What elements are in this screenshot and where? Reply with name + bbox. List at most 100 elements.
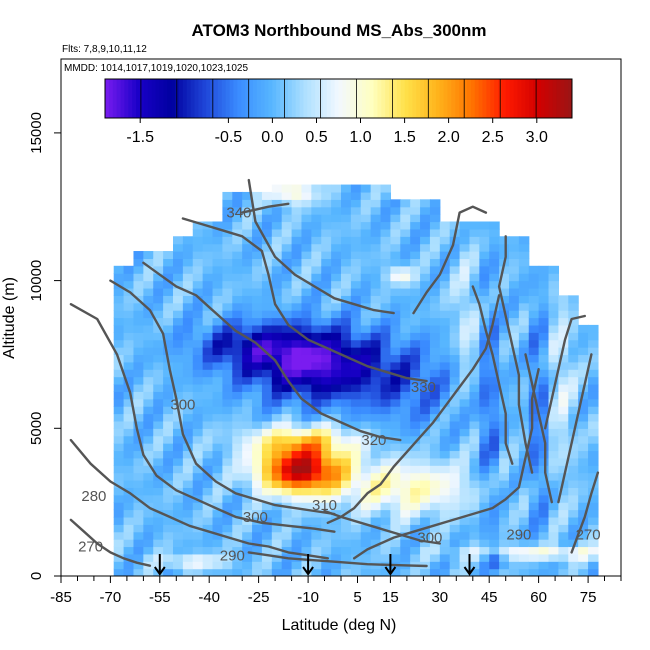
colorbar-segment [322,79,328,118]
contour-lines [69,178,600,568]
colorbar-segment [568,79,573,118]
colorbar-tick-label: 2.0 [437,129,459,146]
colorbar-segment [544,79,550,118]
colorbar-segment [268,79,273,118]
colorbar-segment [295,79,301,118]
colorbar-segment [159,79,164,118]
colorbar-segment [435,79,441,118]
colorbar-segment [190,79,196,118]
colorbar-segment [400,79,406,118]
contour-label: 310 [312,497,337,514]
colorbar-segment [334,79,339,118]
contour-label: 270 [78,539,103,556]
colorbar-segment [291,79,297,118]
colorbar-segment [381,79,386,118]
contour-line [544,314,586,430]
colorbar-segment [548,79,554,118]
contour-label: 270 [576,527,601,544]
x-axis-tick-label: 75 [580,589,597,606]
contour-line [69,438,329,560]
colorbar-tick-label: 0.5 [305,129,327,146]
y-axis-label: Altitude (m) [1,277,18,359]
colorbar-segment [116,79,122,118]
colorbar-segment [412,79,417,118]
colorbar-segment [124,79,129,118]
colorbar-segment [143,79,149,118]
colorbar-segment [319,79,324,118]
colorbar-tick-label: -0.5 [215,129,243,146]
colorbar-segment [225,79,231,118]
colorbar-segment [112,79,118,118]
contour-label: 280 [81,488,106,505]
colorbar-segment [342,79,347,118]
colorbar-segment [206,79,211,118]
colorbar-segment [178,79,184,118]
x-axis-tick-label: 60 [530,589,547,606]
x-axis-tick-label: -55 [149,589,171,606]
colorbar-segment [264,79,269,118]
contour-line [557,353,593,504]
colorbar-segment [564,79,569,118]
contour-label: 300 [170,397,195,414]
colorbar-segment [233,79,238,118]
colorbar-segment [424,79,429,118]
colorbar-segment [365,79,371,118]
colorbar-segment [509,79,515,118]
colorbar-segment [560,79,565,118]
contour-line [142,261,402,442]
x-axis: -85 -70 -55 -40 -25 -10 5 15 30 45 60 75 [50,576,622,606]
colorbar-segment [136,79,141,118]
profile-arrow-head [153,566,166,576]
colorbar-segment [443,79,448,118]
colorbar-segment [221,79,227,118]
colorbar-segment [490,79,495,118]
colorbar-segment [478,79,483,118]
contour-label: 300 [243,509,268,526]
colorbar-segment [350,79,355,118]
x-axis-tick-label: 30 [431,589,448,606]
x-axis-tick-label: 5 [353,589,361,606]
colorbar-segment [175,79,180,118]
colorbar-tick-label: 1.5 [393,129,415,146]
y-axis-tick-label: 5000 [28,412,45,445]
colorbar-segment [256,79,262,118]
colorbar-segment [326,79,332,118]
colorbar-segment [529,79,534,118]
colorbar-segment [396,79,402,118]
colorbar-segment [245,79,250,118]
colorbar-segment [108,79,114,118]
colorbar-segment [120,79,125,118]
colorbar-segment [229,79,234,118]
colorbar-segment [431,79,437,118]
x-axis-tick-label: -25 [248,589,270,606]
colorbar-segment [536,79,542,118]
colorbar-segment [494,79,499,118]
colorbar-segment [501,79,507,118]
contour-label: 300 [417,530,442,547]
contour-line [241,202,290,214]
colorbar-tick-label: 2.5 [482,129,504,146]
contour-line [326,294,501,524]
colorbar-segment [272,79,277,118]
colorbar-segment [420,79,425,118]
colorbar-segment [505,79,511,118]
colorbar-segment [330,79,336,118]
colorbar-segment [428,79,433,118]
colorbar: -1.5 -0.5 0.0 0.5 1.0 1.5 2.0 2.5 3.0 [104,78,573,146]
colorbar-segment [466,79,472,118]
colorbar-segment [202,79,207,118]
contour-line [247,178,395,315]
colorbar-segment [439,79,445,118]
contour-label: 320 [361,432,386,449]
colorbar-segment [280,79,285,118]
colorbar-segment [552,79,557,118]
colorbar-segment [556,79,561,118]
colorbar-segment [521,79,526,118]
contour-line [181,217,428,383]
colorbar-segment [140,79,145,118]
colorbar-segment [447,79,452,118]
colorbar-tick-label: 0.0 [261,129,283,146]
contour-labels: 340 330 320 310 300 300 300 290 290 280 270 270 [78,205,601,565]
profile-arrow-head [463,566,476,576]
colorbar-segment [260,79,266,118]
